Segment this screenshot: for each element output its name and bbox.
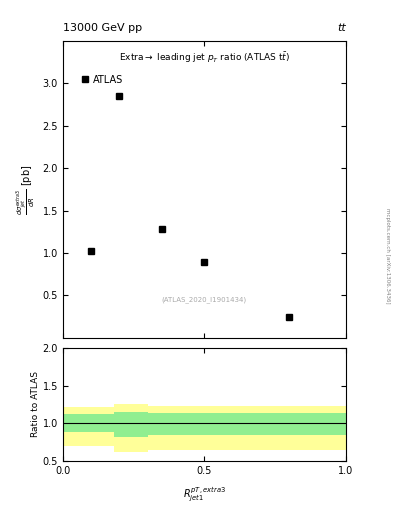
Text: 13000 GeV pp: 13000 GeV pp	[63, 23, 142, 33]
ATLAS	[202, 259, 207, 265]
Text: Extra$\rightarrow$ leading jet $p_T$ ratio (ATLAS t$\bar{t}$): Extra$\rightarrow$ leading jet $p_T$ rat…	[119, 50, 290, 65]
Y-axis label: Ratio to ATLAS: Ratio to ATLAS	[31, 372, 40, 437]
ATLAS	[160, 226, 164, 232]
ATLAS	[89, 248, 94, 254]
Legend: ATLAS: ATLAS	[77, 71, 127, 89]
ATLAS	[287, 314, 292, 320]
Text: $R_{jet1}^{pT,extra3}$: $R_{jet1}^{pT,extra3}$	[183, 486, 226, 504]
Text: mcplots.cern.ch [arXiv:1306.3436]: mcplots.cern.ch [arXiv:1306.3436]	[385, 208, 389, 304]
Text: (ATLAS_2020_I1901434): (ATLAS_2020_I1901434)	[162, 296, 247, 303]
Text: tt: tt	[337, 23, 346, 33]
ATLAS	[117, 93, 122, 99]
Y-axis label: $\frac{d\sigma_{jet}^{extra3}}{dR}$ [pb]: $\frac{d\sigma_{jet}^{extra3}}{dR}$ [pb]	[14, 164, 37, 215]
Line: ATLAS: ATLAS	[88, 93, 292, 319]
